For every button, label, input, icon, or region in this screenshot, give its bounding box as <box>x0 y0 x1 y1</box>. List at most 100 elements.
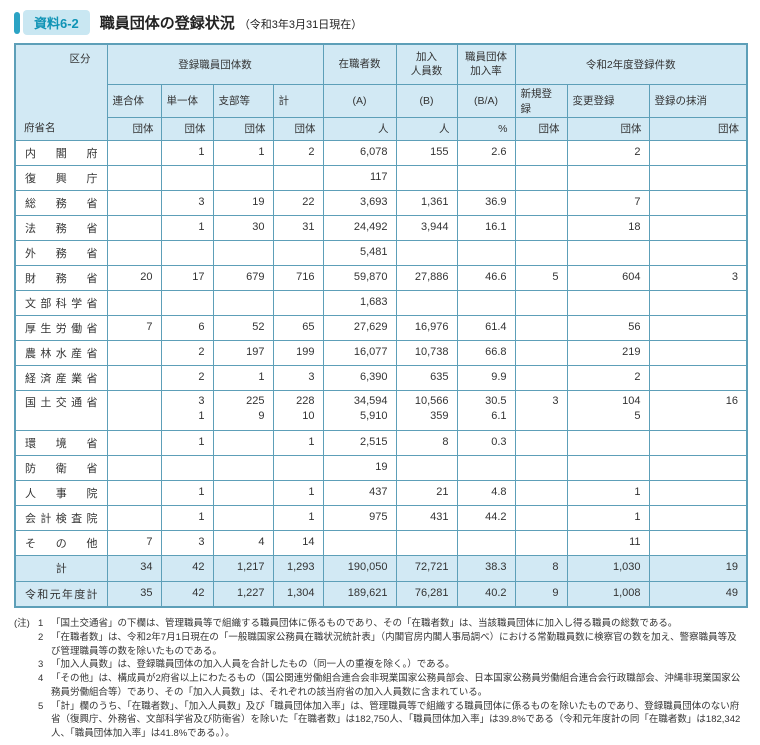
table-cell: 19 <box>212 189 274 216</box>
table-cell: 219 <box>566 339 650 366</box>
ministry-name: 内閣府 <box>14 139 108 166</box>
table-cell: 1 <box>160 504 214 531</box>
table-cell: 20 <box>106 264 162 291</box>
unit-dantai: 団体 <box>272 116 324 141</box>
table-row: 外務省 5,481 <box>14 239 748 266</box>
sub-b-label: (B) <box>395 83 458 118</box>
header-row-1: 区分 府省名 登録職員団体数 在職者数 加入 人員数 職員団体 加入率 令和2年… <box>14 43 748 141</box>
table-cell: 1 <box>566 479 650 506</box>
document-badge: 資料6-2 <box>23 10 90 35</box>
note-text: 「国土交通省」の下欄は、管理職員等で組織する職員団体に係るものであり、その「在職… <box>51 618 678 629</box>
table-cell <box>272 289 324 316</box>
table-cell: 228 10 <box>272 389 324 431</box>
note-text: 「在職者数」は、令和2年7月1日現在の「一般職国家公務員在職状況統計表」（内閣官… <box>51 631 737 657</box>
table-cell: 18 <box>566 214 650 241</box>
note-number: 1 <box>38 618 44 629</box>
table-cell <box>106 239 162 266</box>
col-federation: 連合体 <box>106 83 162 118</box>
table-cell: 3 <box>272 364 324 391</box>
ministry-name: 法務省 <box>14 214 108 241</box>
table-cell <box>272 164 324 191</box>
table-cell: 1 <box>212 364 274 391</box>
ministry-name: 復興庁 <box>14 164 108 191</box>
table-cell <box>514 529 568 556</box>
table-head: 区分 府省名 登録職員団体数 在職者数 加入 人員数 職員団体 加入率 令和2年… <box>14 43 748 141</box>
table-cell <box>648 529 748 556</box>
table-cell <box>160 239 214 266</box>
ministry-name: 環境省 <box>14 429 108 456</box>
table-cell: 3,693 <box>322 189 397 216</box>
table-cell: 38.3 <box>456 554 516 582</box>
table-cell <box>514 339 568 366</box>
table-cell <box>514 364 568 391</box>
table-cell: 52 <box>212 314 274 341</box>
table-cell: 49 <box>648 580 748 608</box>
note-item: 5 「計」欄のうち、「在職者数」、「加入人員数」及び「職員団体加入率」は、管理職員… <box>14 700 746 741</box>
table-cell: 1 <box>566 504 650 531</box>
badge-accent-bar <box>14 11 20 34</box>
table-cell <box>395 164 458 191</box>
ministry-name: その他 <box>14 529 108 556</box>
ministry-name: 外務省 <box>14 239 108 266</box>
table-cell: 34,594 5,910 <box>322 389 397 431</box>
table-cell <box>648 214 748 241</box>
table-cell <box>106 454 162 481</box>
table-cell <box>106 389 162 431</box>
col-branch: 支部等 <box>212 83 274 118</box>
sub-ba-label: (B/A) <box>456 83 516 118</box>
table-cell <box>106 214 162 241</box>
note-label <box>14 700 38 741</box>
table-cell: 3 <box>160 189 214 216</box>
table-cell: 27,886 <box>395 264 458 291</box>
table-cell <box>514 479 568 506</box>
registration-table: 区分 府省名 登録職員団体数 在職者数 加入 人員数 職員団体 加入率 令和2年… <box>14 43 748 608</box>
header-row-2: 連合体 単一体 支部等 計 (A) (B) (B/A) 新規登録 変更登録 登録… <box>15 83 748 118</box>
ministry-name: 財務省 <box>14 264 108 291</box>
table-cell: 31 <box>272 214 324 241</box>
table-cell: 199 <box>272 339 324 366</box>
table-cell <box>514 189 568 216</box>
table-cell: 19 <box>648 554 748 582</box>
table-cell <box>566 239 650 266</box>
ministry-name: 経済産業省 <box>14 364 108 391</box>
doc-header: 資料6-2 職員団体の登録状況 （令和3年3月31日現在） <box>14 10 746 35</box>
table-cell: 7 <box>106 529 162 556</box>
table-cell: 3 <box>160 529 214 556</box>
table-cell <box>106 189 162 216</box>
table-cell: 2 <box>160 339 214 366</box>
table-cell <box>212 504 274 531</box>
table-cell: 5,481 <box>322 239 397 266</box>
unit-dantai: 団体 <box>514 116 568 141</box>
table-cell: 2 <box>272 139 324 166</box>
table-cell: 2.6 <box>456 139 516 166</box>
table-cell: 30.5 6.1 <box>456 389 516 431</box>
table-row: 環境省 1 1 2,515 8 0.3 <box>14 429 748 456</box>
table-row: 厚生労働省 7 6 52 65 27,629 16,976 61.4 56 <box>14 314 748 341</box>
sub-a-label: (A) <box>322 83 397 118</box>
table-cell: 3,944 <box>395 214 458 241</box>
unit-dantai: 団体 <box>648 116 748 141</box>
table-cell: 59,870 <box>322 264 397 291</box>
table-cell: 1 <box>160 429 214 456</box>
table-cell <box>106 479 162 506</box>
table-cell: 76,281 <box>395 580 458 608</box>
table-row: 法務省 1 30 31 24,492 3,944 16.1 18 <box>14 214 748 241</box>
table-cell: 975 <box>322 504 397 531</box>
note-text: 「加入人員数」は、登録職員団体の加入人員を合計したもの（同一人の重複を除く。）で… <box>51 659 455 671</box>
notes-list: (注) 1 「国土交通省」の下欄は、管理職員等で組織する職員団体に係るものであり、そ… <box>14 617 746 741</box>
table-row: 財務省 20 17 679 716 59,870 27,886 46.6 5 604 3 <box>14 264 748 291</box>
table-cell <box>648 164 748 191</box>
date-note: （令和3年3月31日現在） <box>238 19 363 31</box>
table-cell <box>106 364 162 391</box>
ministry-name: 農林水産省 <box>14 339 108 366</box>
table-row: 令和元年度計 35 42 1,227 1,304 189,621 76,281 40.2 9 1,… <box>14 580 748 608</box>
table-cell <box>514 454 568 481</box>
table-cell <box>648 364 748 391</box>
table-cell: 66.8 <box>456 339 516 366</box>
table-cell: 117 <box>322 164 397 191</box>
col-deregistration: 登録の抹消 <box>648 83 748 118</box>
table-cell <box>514 504 568 531</box>
ministry-name: 防衛省 <box>14 454 108 481</box>
table-cell: 16 <box>648 389 748 431</box>
